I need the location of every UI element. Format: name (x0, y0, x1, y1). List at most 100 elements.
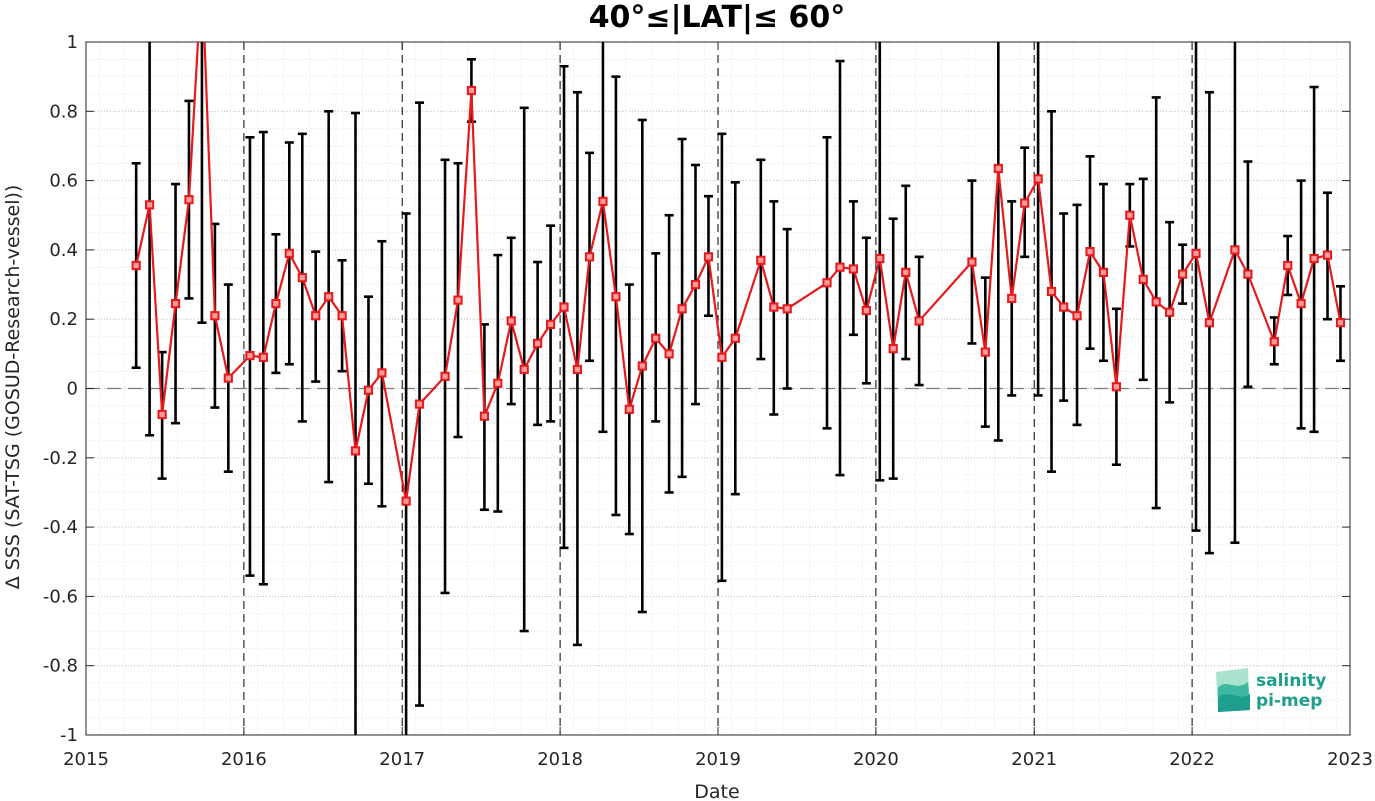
y-tick-label: 0.6 (49, 171, 78, 192)
data-point-marker (466, 85, 477, 96)
data-point-marker (993, 163, 1003, 174)
data-point-marker (223, 373, 233, 383)
data-point-marker (170, 299, 181, 309)
y-tick-label: 0.4 (49, 240, 78, 261)
data-point-marker (519, 364, 529, 375)
data-point-marker (756, 255, 766, 265)
data-point-marker (598, 196, 608, 206)
data-point-marker (1111, 382, 1122, 392)
data-point-marker (401, 496, 411, 506)
data-point-marker (1335, 318, 1346, 328)
data-point-marker (350, 446, 361, 456)
x-tick-label: 2017 (379, 749, 425, 770)
data-point-marker (1191, 248, 1201, 258)
y-tick-label: -0.2 (43, 448, 78, 469)
data-point-marker (559, 302, 569, 312)
x-tick-label: 2021 (1011, 749, 1057, 770)
data-point-marker (888, 344, 898, 354)
data-point-marker (1059, 302, 1069, 312)
data-point-marker (245, 350, 255, 361)
data-point-marker (848, 264, 858, 274)
series-group (131, 42, 1346, 735)
data-point-marker (690, 279, 701, 290)
data-point-marker (611, 292, 621, 302)
data-point-marker (1309, 253, 1319, 264)
data-point-marker (901, 267, 911, 278)
error-bar (350, 111, 360, 735)
data-point-marker (157, 409, 167, 420)
data-point-marker (284, 248, 294, 258)
y-tick-label: -0.8 (43, 656, 78, 677)
data-point-marker (1085, 247, 1095, 257)
data-point-marker (1072, 311, 1082, 321)
data-point-marker (572, 364, 583, 375)
data-point-marker (1046, 286, 1057, 297)
y-tick-label: -0.4 (43, 517, 78, 538)
data-point-marker (1020, 198, 1030, 208)
data-point-marker (1138, 274, 1148, 284)
data-point-marker (144, 200, 155, 210)
chart-title: 40°≤|LAT|≤ 60° (589, 0, 846, 35)
data-point-marker (664, 349, 674, 359)
data-point-marker (967, 257, 977, 267)
logo-wave-shape (1218, 694, 1250, 712)
data-point-marker (1269, 337, 1279, 347)
data-point-marker (533, 338, 543, 349)
data-point-marker (584, 252, 595, 262)
error-bar (197, 42, 207, 324)
data-point-marker (1098, 267, 1109, 278)
data-point-marker (1283, 260, 1293, 271)
data-point-marker (377, 368, 387, 378)
data-point-marker (1322, 250, 1333, 260)
error-bar (1230, 42, 1240, 544)
data-point-marker (1204, 318, 1215, 328)
data-point-marker (1177, 269, 1188, 279)
x-tick-label: 2016 (221, 749, 267, 770)
data-point-marker (1151, 297, 1161, 307)
data-point-marker (980, 347, 990, 357)
data-point-marker (1230, 245, 1240, 255)
data-point-marker (717, 352, 727, 362)
error-bar (993, 42, 1003, 442)
data-point-marker (1243, 269, 1253, 279)
data-point-marker (875, 253, 885, 264)
data-point-marker (440, 371, 450, 381)
x-tick-label: 2022 (1169, 749, 1215, 770)
y-tick-label: -1 (60, 725, 78, 746)
data-point-marker (324, 292, 334, 302)
data-point-marker (363, 385, 374, 395)
data-point-marker (1165, 307, 1175, 317)
error-bar (875, 42, 885, 482)
x-tick-label: 2015 (63, 749, 109, 770)
y-tick-label: 0.8 (49, 101, 78, 122)
data-point-marker (861, 305, 871, 316)
x-tick-label: 2020 (853, 749, 899, 770)
data-point-marker (914, 316, 924, 326)
data-point-marker (453, 295, 463, 305)
error-bar (401, 212, 411, 735)
data-point-marker (337, 311, 347, 321)
data-point-marker (782, 304, 792, 314)
data-point-marker (1007, 293, 1017, 304)
y-tick-label: -0.6 (43, 586, 78, 607)
logo-text-pi-mep: pi-mep (1256, 691, 1322, 711)
y-tick-label: 1 (67, 32, 78, 53)
plot-area: 2015 2016 2017 2018 2019 2020 2021 2022 2023 -1 -0… (43, 32, 1373, 770)
data-point-marker (297, 273, 307, 283)
data-point-marker (311, 311, 321, 321)
data-point-marker (835, 262, 845, 272)
data-point-marker (769, 302, 779, 312)
data-point-marker (258, 352, 268, 362)
x-axis-label: Date (694, 781, 739, 801)
data-point-marker (210, 311, 220, 321)
data-point-marker (506, 316, 516, 326)
series-line (135, 42, 1342, 503)
data-point-marker (1296, 299, 1306, 309)
data-point-marker (677, 304, 687, 314)
x-tick-label: 2023 (1327, 749, 1373, 770)
data-point-marker (545, 319, 556, 329)
data-point-marker (184, 195, 194, 205)
data-point-marker (493, 378, 503, 388)
data-point-marker (1125, 210, 1135, 220)
